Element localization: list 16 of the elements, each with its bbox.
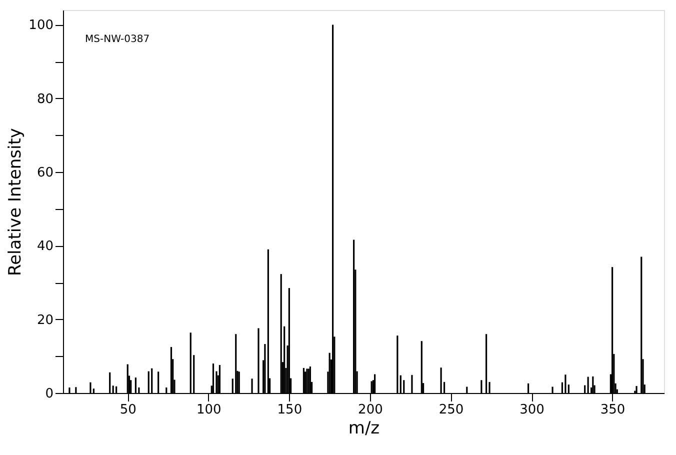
x-tick-label: 50 [120, 402, 136, 418]
x-tick-label: 150 [277, 402, 302, 418]
x-axis-title: m/z [348, 418, 380, 438]
y-tick-label: 0 [45, 386, 54, 402]
y-tick-label: 60 [36, 166, 54, 181]
x-tick-label: 300 [520, 402, 544, 418]
y-tick-label: 100 [28, 18, 54, 34]
y-tick-label: 80 [36, 92, 54, 107]
x-tick-label: 100 [196, 402, 222, 418]
annotation: MS-NW-0387 [85, 34, 150, 45]
y-axis-title: Relative Intensity [6, 128, 26, 276]
x-tick-label: 250 [438, 402, 464, 418]
x-tick-label: 350 [600, 402, 626, 418]
x-tick-label: 200 [358, 402, 383, 418]
y-tick-label: 20 [36, 312, 54, 328]
y-tick-label: 40 [36, 239, 54, 254]
